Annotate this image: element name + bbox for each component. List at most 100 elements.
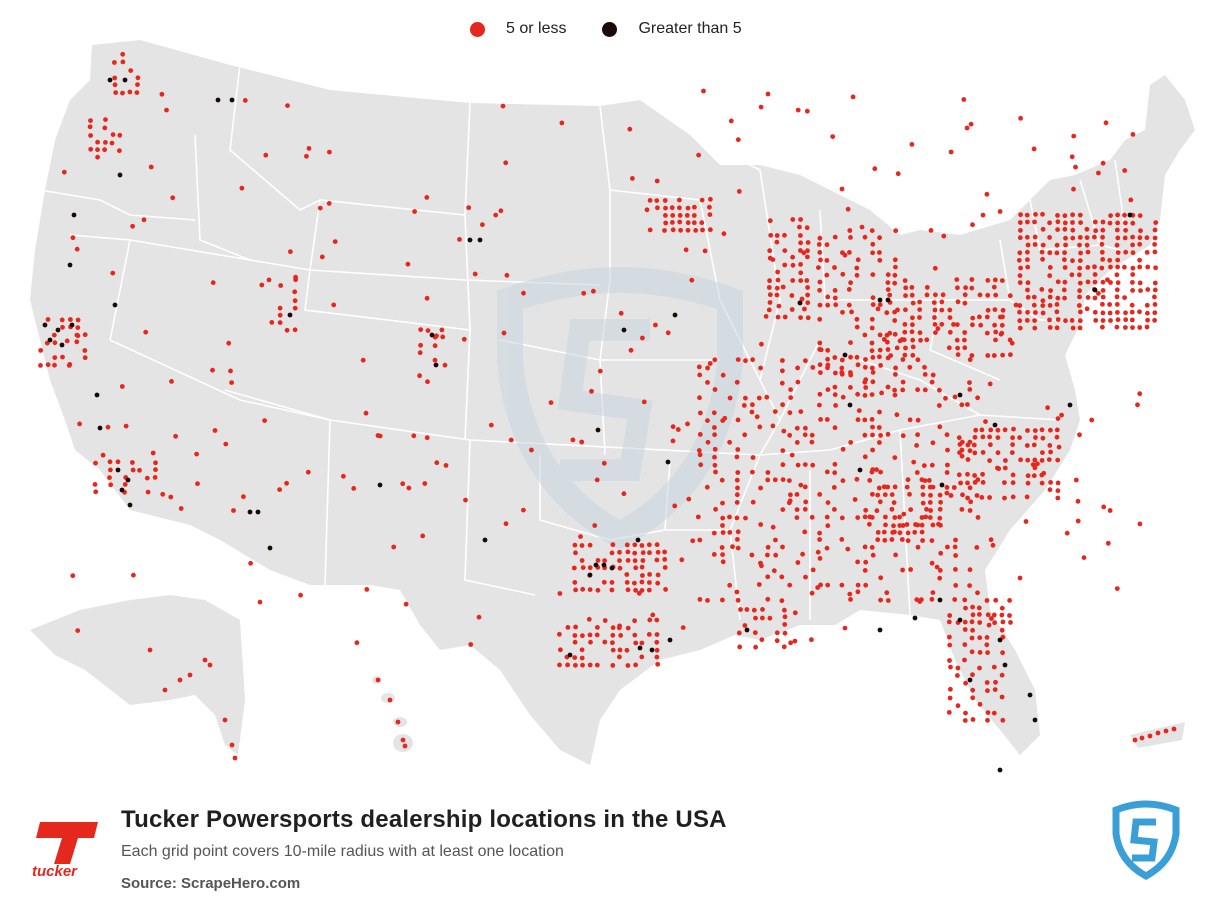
dealer-dot-low	[795, 365, 800, 371]
dealer-dot-low	[468, 642, 474, 647]
dealer-dot-low	[889, 506, 895, 512]
dealer-dot-low	[993, 597, 999, 603]
dealer-dot-low	[848, 597, 853, 602]
dealer-dot-low	[825, 356, 830, 362]
dealer-dot-low	[677, 205, 682, 211]
dealer-dot-low	[1100, 318, 1106, 323]
dealer-dot-low	[77, 421, 82, 427]
dealer-dot-low	[985, 650, 990, 655]
dealer-dot-low	[720, 500, 725, 506]
dealer-dot-low	[974, 545, 980, 550]
dealer-dot-low	[147, 647, 153, 653]
map-legend: 5 or less Greater than 5	[470, 20, 778, 38]
dealer-dot-low	[802, 506, 808, 512]
dealer-dot-low	[187, 672, 193, 678]
dealer-dot-low	[1018, 265, 1023, 271]
dealer-dot-low	[854, 324, 860, 330]
dealer-dot-low	[900, 379, 906, 385]
dealer-dot-low	[832, 470, 838, 476]
dealer-dot-low	[1040, 450, 1045, 455]
dealer-dot-low	[45, 317, 51, 322]
dealer-dot-low	[1040, 303, 1046, 308]
dealer-dot-low	[400, 481, 406, 487]
dealer-dot-low	[970, 222, 975, 228]
dealer-dot-low	[892, 515, 898, 520]
dealer-dot-low	[675, 427, 681, 432]
dealer-dot-low	[602, 558, 607, 563]
dealer-dot-low	[1152, 280, 1158, 286]
dealer-dot-high	[94, 392, 100, 398]
dealer-dot-low	[952, 597, 958, 602]
dealer-dot-low	[962, 642, 968, 647]
dealer-dot-low	[610, 640, 615, 646]
dealer-dot-low	[617, 558, 622, 563]
dealer-dot-low	[1085, 295, 1091, 300]
dealer-dot-low	[993, 292, 999, 298]
dealer-dot-low	[995, 450, 1001, 456]
dealer-dot-low	[797, 224, 802, 230]
dealer-dot-low	[720, 515, 726, 521]
dealer-dot-low	[573, 550, 578, 556]
dealer-dot-high	[1067, 402, 1073, 408]
dealer-dot-low	[1114, 324, 1120, 330]
dealer-dot-low	[932, 322, 938, 327]
dealer-dot-low	[508, 437, 514, 443]
dealer-dot-low	[420, 533, 426, 539]
dealer-dot-low	[1056, 444, 1062, 450]
dealer-dot-low	[790, 262, 796, 268]
dealer-dot-low	[1108, 213, 1113, 219]
dealer-dot-low	[919, 529, 925, 535]
dealer-dot-low	[882, 537, 888, 543]
dealer-dot-low	[932, 315, 937, 320]
dealer-dot-low	[848, 372, 854, 378]
dealer-dot-low	[624, 647, 630, 653]
dealer-dot-low	[930, 590, 936, 595]
dealer-dot-low	[996, 466, 1002, 472]
dealer-dot-low	[832, 507, 837, 512]
dealer-dot-low	[885, 384, 891, 390]
dealer-dot-low	[737, 644, 743, 650]
dealer-dot-low	[870, 295, 876, 301]
dealer-dot-low	[610, 632, 616, 638]
dealer-dot-low	[1115, 310, 1120, 315]
dealer-dot-low	[135, 82, 140, 87]
dealer-dot-low	[707, 212, 713, 218]
dealer-dot-low	[937, 506, 943, 512]
dealer-dot-low	[1089, 417, 1095, 423]
dealer-dot-low	[870, 241, 876, 247]
dealer-dot-low	[697, 452, 703, 458]
dealer-dot-low	[832, 355, 838, 360]
dealer-dot-low	[1039, 427, 1045, 433]
dealer-dot-low	[930, 484, 936, 490]
dealer-dot-low	[696, 152, 701, 158]
dealer-dot-low	[697, 597, 703, 602]
dealer-dot-low	[817, 537, 822, 542]
dealer-dot-low	[418, 327, 424, 332]
dealer-dot-low	[103, 117, 108, 122]
dealer-dot-low	[970, 315, 976, 321]
dealer-dot-low	[794, 492, 800, 497]
dealer-dot-low	[1081, 555, 1087, 560]
dealer-dot-low	[707, 361, 713, 366]
dealer-dot-low	[697, 432, 703, 437]
dealer-dot-low	[425, 328, 431, 333]
dealer-dot-low	[1114, 242, 1120, 248]
dealer-dot-low	[148, 164, 154, 170]
dealer-dot-high	[1032, 717, 1038, 723]
dealer-dot-low	[573, 624, 578, 630]
dealer-dot-low	[1115, 250, 1121, 256]
dealer-dot-low	[424, 295, 430, 301]
dealer-dot-low	[975, 515, 981, 520]
dealer-dot-low	[1114, 586, 1120, 591]
dealer-dot-low	[375, 677, 381, 683]
dealer-dot-low	[476, 614, 482, 620]
dealer-dot-low	[712, 357, 718, 363]
dealer-dot-low	[962, 627, 968, 632]
dealer-dot-low	[589, 388, 594, 394]
dealer-dot-low	[1000, 352, 1005, 358]
dealer-dot-low	[939, 307, 945, 313]
dealer-dot-low	[809, 590, 815, 596]
dealer-dot-low	[1077, 280, 1083, 286]
dealer-dot-low	[959, 453, 965, 459]
dealer-dot-low	[231, 508, 236, 513]
